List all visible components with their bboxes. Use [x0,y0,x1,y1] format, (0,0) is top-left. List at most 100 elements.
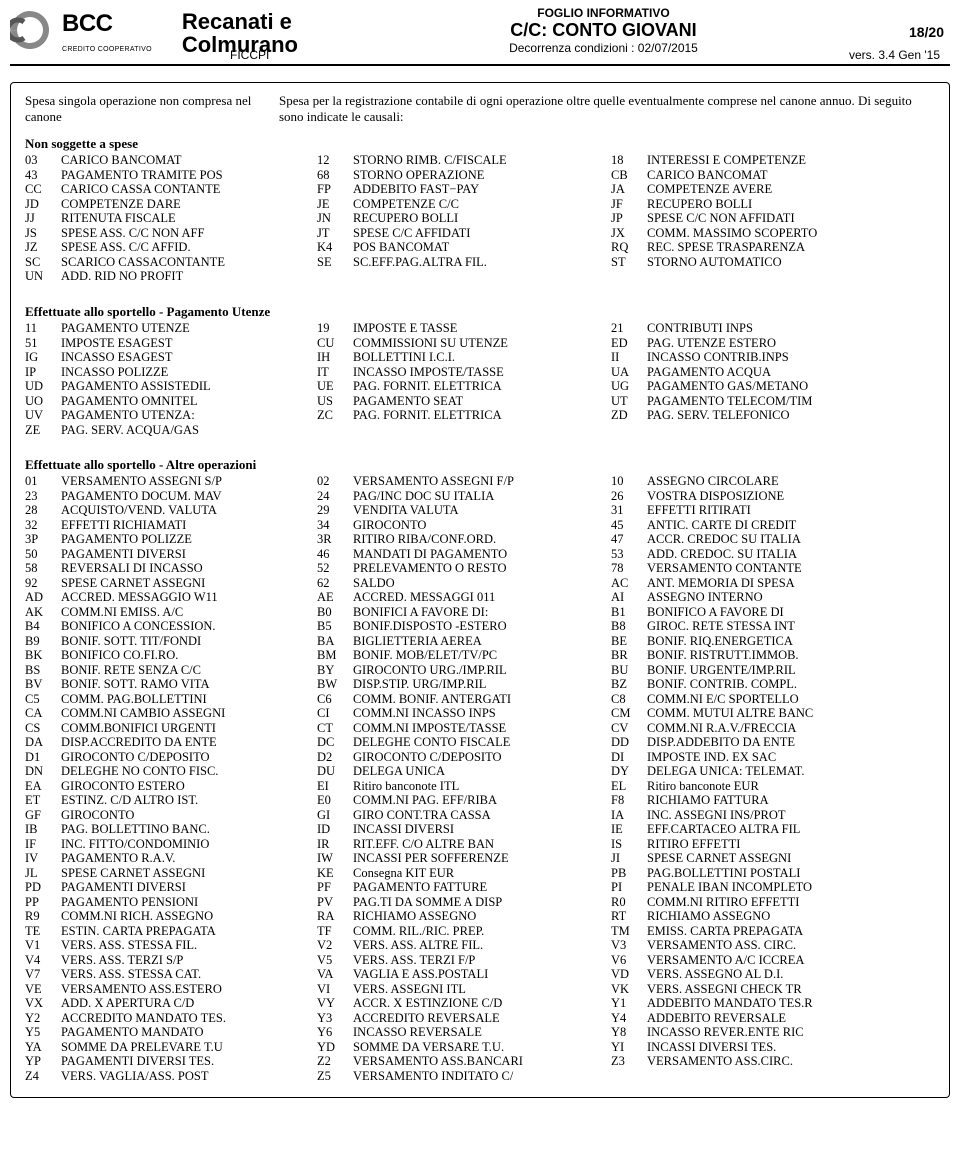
desc-cell: GIROCONTO ESTERO [61,779,311,794]
code-cell: 34 [317,518,347,533]
code-cell: DC [317,735,347,750]
code-cell: K4 [317,240,347,255]
code-cell: SE [317,255,347,270]
code-cell: JJ [25,211,55,226]
code-cell: 50 [25,547,55,562]
code-cell: IG [25,350,55,365]
code-cell: AE [317,590,347,605]
code-cell: 32 [25,518,55,533]
code-cell: BR [611,648,641,663]
code-cell: VA [317,967,347,982]
desc-cell: PAG. UTENZE ESTERO [647,336,935,351]
code-cell: PV [317,895,347,910]
desc-cell: ESTINZ. C/D ALTRO IST. [61,793,311,808]
desc-cell: COMM.NI CAMBIO ASSEGNI [61,706,311,721]
desc-cell: VERS. ASSEGNI CHECK TR [647,982,935,997]
desc-cell: VERS. ASSEGNO AL D.I. [647,967,935,982]
desc-cell: COMM. PAG.BOLLETTINI [61,692,311,707]
desc-cell [353,269,605,284]
code-cell: IR [317,837,347,852]
desc-cell: COMPETENZE C/C [353,197,605,212]
code-cell: 29 [317,503,347,518]
desc-cell: ACCREDITO MANDATO TES. [61,1011,311,1026]
code-cell: BW [317,677,347,692]
code-cell: UG [611,379,641,394]
desc-cell: PAGAMENTO TRAMITE POS [61,168,311,183]
desc-cell: STORNO RIMB. C/FISCALE [353,153,605,168]
code-cell: UO [25,394,55,409]
code-cell: ZC [317,408,347,423]
code-cell: 52 [317,561,347,576]
code-cell: Z2 [317,1054,347,1069]
desc-cell: PAGAMENTO TELECOM/TIM [647,394,935,409]
code-cell: EA [25,779,55,794]
desc-cell: ANT. MEMORIA DI SPESA [647,576,935,591]
sections: Non soggette a spese03CARICO BANCOMAT12S… [25,136,935,1083]
code-cell: IT [317,365,347,380]
desc-cell: PAGAMENTI DIVERSI TES. [61,1054,311,1069]
code-cell: ID [317,822,347,837]
desc-cell: PAG. FORNIT. ELETTRICA [353,379,605,394]
desc-cell: COMM. BONIF. ANTERGATI [353,692,605,707]
desc-cell: ANTIC. CARTE DI CREDIT [647,518,935,533]
code-grid: 01VERSAMENTO ASSEGNI S/P02VERSAMENTO ASS… [25,474,935,1083]
code-cell: 26 [611,489,641,504]
desc-cell: CARICO BANCOMAT [61,153,311,168]
code-cell: B1 [611,605,641,620]
desc-cell: COMM.NI RICH. ASSEGNO [61,909,311,924]
desc-cell: INCASSI PER SOFFERENZE [353,851,605,866]
desc-cell: VERSAMENTO ASS. CIRC. [647,938,935,953]
desc-cell: INCASSO IMPOSTE/TASSE [353,365,605,380]
code-cell: UA [611,365,641,380]
code-cell: D2 [317,750,347,765]
desc-cell: ASSEGNO INTERNO [647,590,935,605]
code-cell: 31 [611,503,641,518]
desc-cell: PAGAMENTO UTENZE [61,321,311,336]
code-cell: ZE [25,423,55,438]
desc-cell: RECUPERO BOLLI [647,197,935,212]
code-cell: 03 [25,153,55,168]
section-title: Non soggette a spese [25,136,935,151]
code-cell: VE [25,982,55,997]
desc-cell: VERSAMENTO ASSEGNI S/P [61,474,311,489]
code-cell: V7 [25,967,55,982]
sub-brand-text: CREDITO COOPERATIVO [62,46,152,53]
desc-cell: PAGAMENTO UTENZA: [61,408,311,423]
code-cell: CA [25,706,55,721]
desc-cell: BONIFICO A CONCESSION. [61,619,311,634]
desc-cell: VERSAMENTO ASSEGNI F/P [353,474,605,489]
code-cell: 02 [317,474,347,489]
desc-cell: ACQUISTO/VEND. VALUTA [61,503,311,518]
code-cell: UV [25,408,55,423]
code-cell: JS [25,226,55,241]
desc-cell: GIROCONTO URG./IMP.RIL [353,663,605,678]
code-cell: 58 [25,561,55,576]
desc-cell: PAG. SERV. TELEFONICO [647,408,935,423]
code-cell: JL [25,866,55,881]
code-cell: R9 [25,909,55,924]
desc-cell: ASSEGNO CIRCOLARE [647,474,935,489]
desc-cell: EFFETTI RICHIAMATI [61,518,311,533]
code-cell: V4 [25,953,55,968]
desc-cell: PAGAMENTO OMNITEL [61,394,311,409]
code-cell: IE [611,822,641,837]
desc-cell: BONIF. RETE SENZA C/C [61,663,311,678]
desc-cell: INCASSI DIVERSI [353,822,605,837]
code-cell: 53 [611,547,641,562]
code-cell: E0 [317,793,347,808]
code-cell: BZ [611,677,641,692]
code-cell: EL [611,779,641,794]
desc-cell: GIROC. RETE STESSA INT [647,619,935,634]
desc-cell: PAGAMENTO FATTURE [353,880,605,895]
desc-cell: COMM.NI E/C SPORTELLO [647,692,935,707]
code-cell: GI [317,808,347,823]
code-cell: IF [25,837,55,852]
code-cell: 47 [611,532,641,547]
code-cell: DY [611,764,641,779]
page: BCC CREDITO COOPERATIVO Recanati e Colmu… [10,0,950,1098]
brand-text: BCC [62,10,113,37]
code-cell: 3P [25,532,55,547]
desc-cell: MANDATI DI PAGAMENTO [353,547,605,562]
desc-cell: BIGLIETTERIA AEREA [353,634,605,649]
desc-cell: BONIF.DISPOSTO -ESTERO [353,619,605,634]
